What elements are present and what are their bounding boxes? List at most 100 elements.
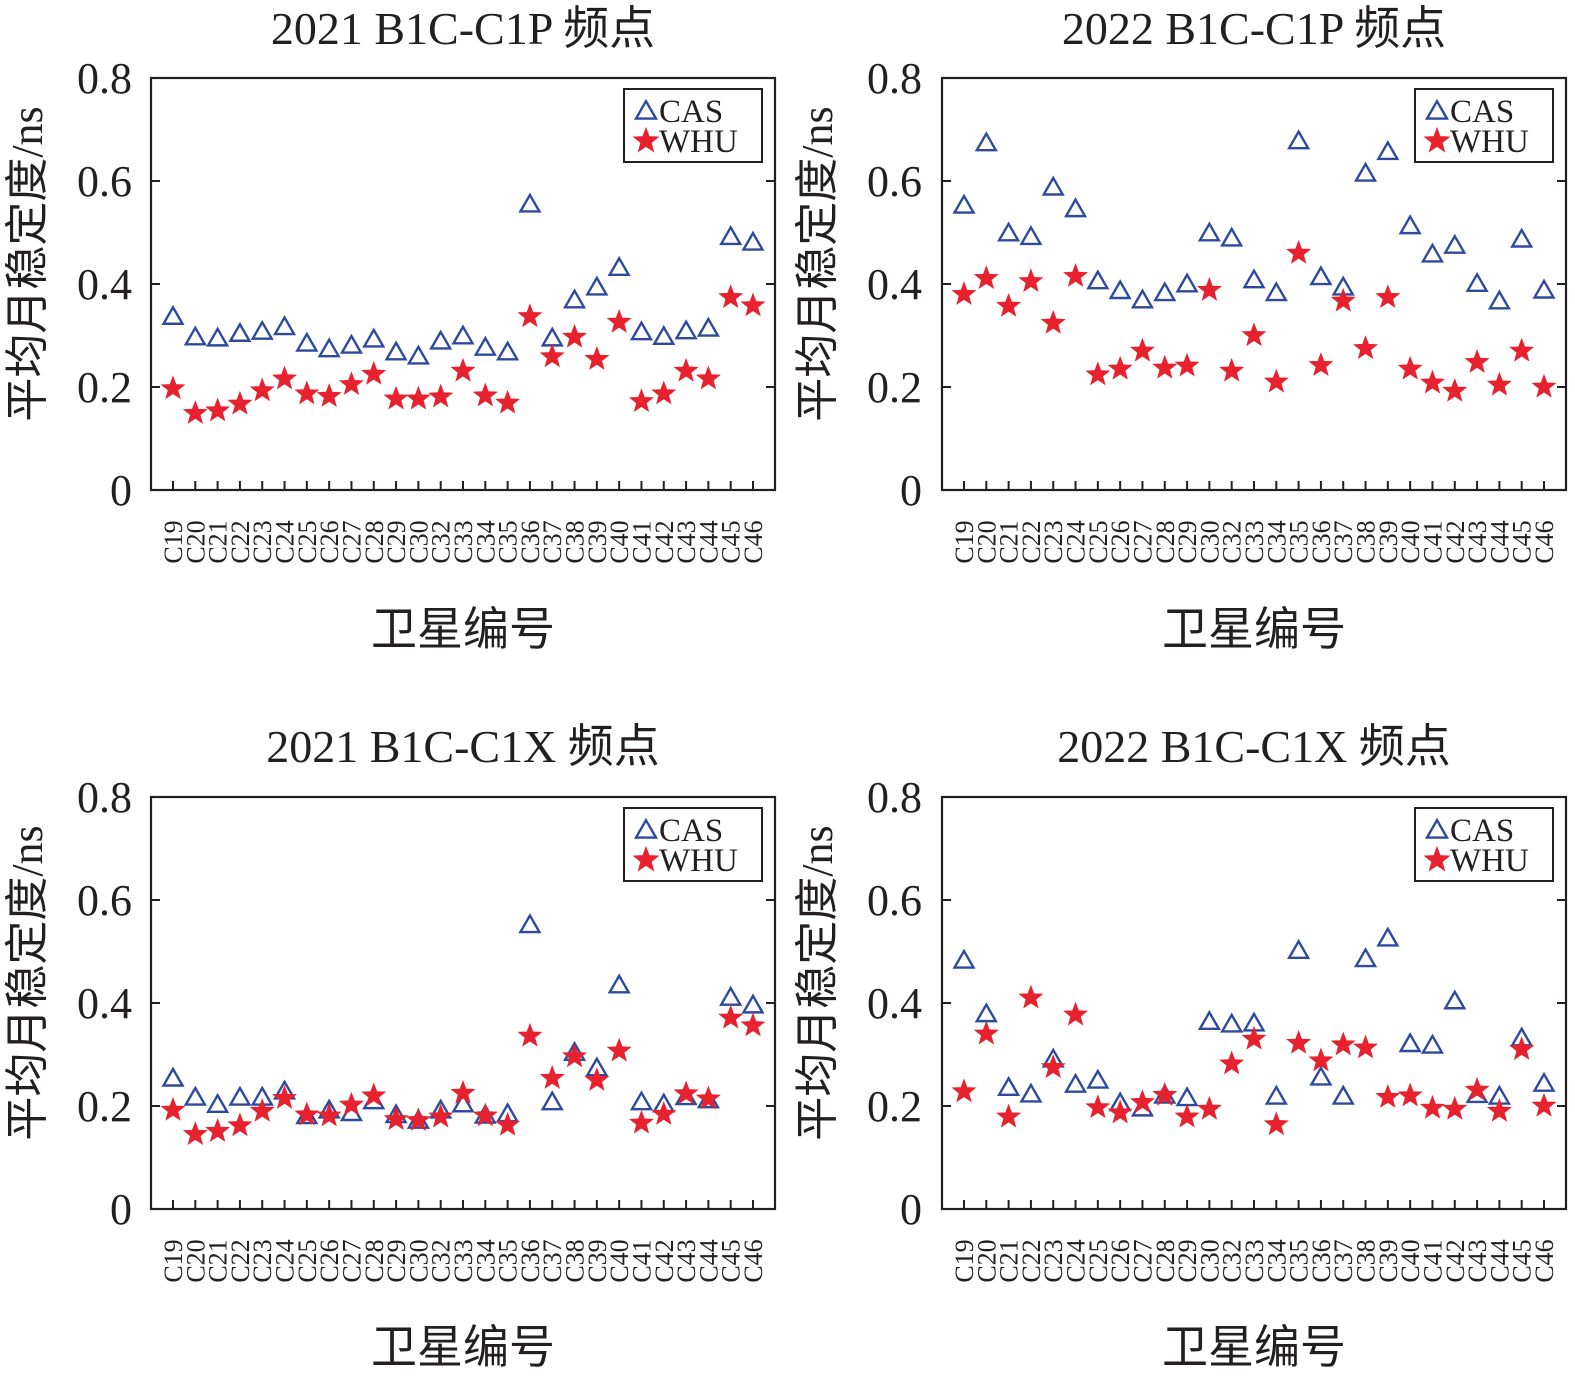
point-cas-c33 bbox=[451, 324, 475, 345]
x-tick-label: C33 bbox=[1240, 1239, 1269, 1282]
x-axis-label: 卫星编号 bbox=[1162, 1322, 1346, 1373]
point-whu-c45 bbox=[718, 284, 744, 309]
point-cas-c32 bbox=[429, 329, 453, 350]
point-whu-c24 bbox=[1063, 263, 1089, 287]
chart-panel-1: 2021 B1C-C1P 频点 0 0.2 0.4 0.6 0.8 C19C20C21C22… bbox=[3, 3, 777, 655]
x-tick-label: C20 bbox=[181, 520, 210, 563]
point-whu-c37 bbox=[539, 1065, 565, 1089]
y-axis-label: 平均月稳定度/ns bbox=[3, 106, 52, 421]
chart-panel-3: 2021 B1C-C1X 频点 0 0.2 0.4 0.6 0.8 C19C20C21C22… bbox=[3, 721, 777, 1373]
point-whu-c21 bbox=[205, 397, 231, 422]
legend-star-icon bbox=[632, 126, 660, 153]
chart-panel-4: 2022 B1C-C1X 频点 0 0.2 0.4 0.6 0.8 C19C20C21C22… bbox=[793, 721, 1568, 1373]
x-tick-label: C28 bbox=[1151, 1239, 1180, 1282]
point-cas-c25 bbox=[1086, 1068, 1110, 1089]
x-tick-label: C28 bbox=[1151, 520, 1180, 563]
point-whu-c40 bbox=[606, 1037, 632, 1062]
x-tick-label: C34 bbox=[471, 1239, 500, 1282]
point-whu-c40 bbox=[1397, 1082, 1423, 1107]
point-whu-c23 bbox=[249, 377, 275, 402]
x-tick-label: C34 bbox=[1262, 1239, 1291, 1282]
point-whu-c35 bbox=[495, 389, 521, 414]
x-tick-label: C30 bbox=[404, 520, 433, 563]
x-tick-label: C26 bbox=[315, 1239, 344, 1282]
point-cas-c19 bbox=[161, 1066, 185, 1087]
point-whu-c25 bbox=[294, 1101, 320, 1126]
point-whu-c28 bbox=[1152, 1082, 1178, 1106]
x-axis-label: 卫星编号 bbox=[371, 604, 555, 655]
point-cas-c29 bbox=[1175, 272, 1199, 293]
x-tick-label: C21 bbox=[204, 520, 233, 563]
point-cas-c36 bbox=[1309, 265, 1333, 286]
point-cas-c33 bbox=[451, 1092, 475, 1113]
x-tick-label: C46 bbox=[1530, 1239, 1559, 1282]
chart-title: 2022 B1C-C1X 频点 bbox=[1057, 721, 1451, 772]
point-whu-c19 bbox=[951, 281, 977, 305]
legend-label: CAS bbox=[1450, 94, 1514, 130]
x-tick-label: C26 bbox=[1106, 520, 1135, 563]
point-cas-c21 bbox=[997, 221, 1021, 242]
point-whu-c33 bbox=[1241, 1025, 1267, 1050]
point-cas-c22 bbox=[228, 1085, 252, 1106]
point-cas-c24 bbox=[272, 315, 297, 336]
x-tick-label: C24 bbox=[271, 1239, 300, 1282]
x-tick-label: C39 bbox=[583, 1239, 612, 1282]
point-cas-c19 bbox=[952, 948, 976, 969]
point-whu-c32 bbox=[428, 1103, 454, 1128]
point-cas-c39 bbox=[1376, 140, 1400, 161]
point-whu-c30 bbox=[1196, 1095, 1222, 1120]
point-cas-c30 bbox=[1197, 1009, 1221, 1031]
point-whu-c38 bbox=[1353, 335, 1379, 360]
point-whu-c22 bbox=[1018, 268, 1044, 293]
x-tick-label: C21 bbox=[995, 520, 1024, 563]
point-cas-c38 bbox=[1353, 161, 1378, 182]
point-whu-c29 bbox=[1174, 1103, 1200, 1128]
point-cas-c30 bbox=[1197, 221, 1221, 242]
x-tick-label: C22 bbox=[226, 520, 255, 563]
x-tick-label: C45 bbox=[717, 520, 746, 563]
point-cas-c29 bbox=[1175, 1086, 1199, 1107]
point-cas-c19 bbox=[161, 304, 185, 325]
point-whu-c40 bbox=[606, 308, 632, 333]
legend-triangle-icon bbox=[1424, 817, 1450, 839]
point-whu-c21 bbox=[205, 1118, 231, 1142]
point-cas-c20 bbox=[183, 1085, 207, 1106]
x-tick-label: C25 bbox=[293, 1239, 322, 1282]
x-tick-label: C40 bbox=[1396, 520, 1425, 563]
point-whu-c44 bbox=[1486, 1098, 1512, 1122]
point-whu-c29 bbox=[383, 385, 409, 410]
point-whu-c40 bbox=[1397, 355, 1423, 380]
x-tick-label: C32 bbox=[427, 520, 456, 563]
point-whu-c27 bbox=[338, 371, 364, 396]
x-tick-label: C25 bbox=[1084, 1239, 1113, 1282]
y-tick-label: 0.6 bbox=[77, 157, 132, 206]
point-cas-c37 bbox=[540, 1090, 564, 1111]
legend-label: CAS bbox=[659, 813, 723, 849]
point-whu-c26 bbox=[1107, 1099, 1133, 1124]
point-whu-c37 bbox=[1330, 1031, 1356, 1056]
x-tick-label: C23 bbox=[248, 1239, 277, 1282]
point-cas-c37 bbox=[540, 326, 564, 347]
x-tick-label: C42 bbox=[1441, 1239, 1470, 1282]
y-axis-label: 平均月稳定度/ns bbox=[3, 825, 52, 1140]
point-whu-c43 bbox=[673, 357, 699, 382]
x-tick-label: C38 bbox=[1352, 520, 1381, 563]
x-tick-label: C46 bbox=[1530, 520, 1559, 563]
point-whu-c36 bbox=[517, 1022, 543, 1047]
point-whu-c27 bbox=[338, 1091, 364, 1116]
point-cas-c42 bbox=[1443, 989, 1467, 1010]
point-whu-c44 bbox=[695, 365, 721, 390]
x-tick-label: C33 bbox=[449, 1239, 478, 1282]
point-cas-c21 bbox=[206, 1092, 230, 1113]
point-cas-c21 bbox=[997, 1075, 1021, 1096]
y-tick-label: 0.8 bbox=[867, 54, 922, 103]
x-tick-label: C40 bbox=[605, 1239, 634, 1282]
point-whu-c36 bbox=[1308, 1047, 1334, 1072]
x-tick-label: C26 bbox=[1106, 1239, 1135, 1282]
x-tick-label: C34 bbox=[471, 520, 500, 563]
x-tick-label: C43 bbox=[672, 520, 701, 563]
point-whu-c39 bbox=[584, 1067, 610, 1091]
point-cas-c32 bbox=[1220, 1012, 1244, 1033]
point-whu-c41 bbox=[628, 388, 654, 413]
y-tick-label: 0.2 bbox=[867, 1082, 922, 1131]
